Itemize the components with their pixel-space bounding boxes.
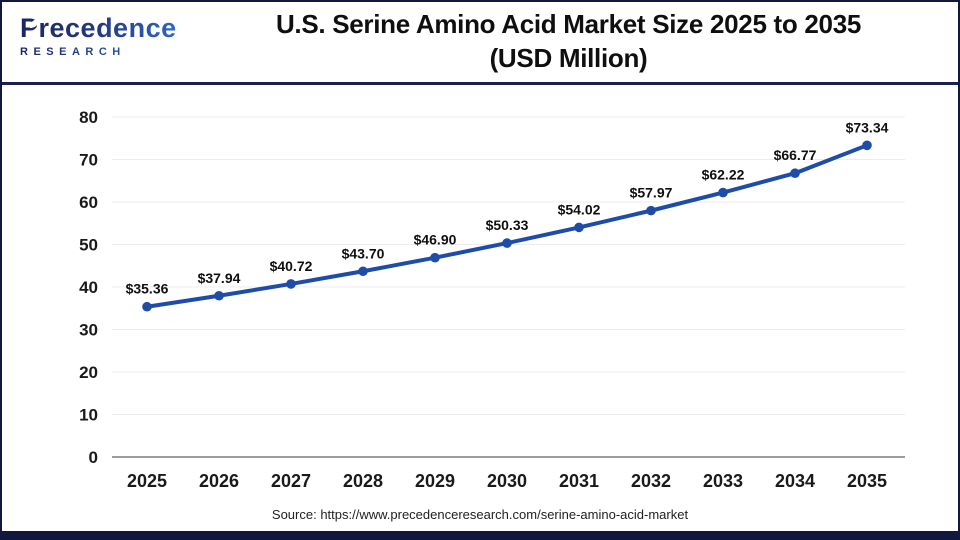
data-point <box>718 187 728 198</box>
data-label: $46.90 <box>414 232 457 248</box>
data-label: $50.33 <box>486 217 529 233</box>
data-label: $73.34 <box>846 119 889 135</box>
x-tick-label: 2034 <box>775 471 815 491</box>
page-title-line1: U.S. Serine Amino Acid Market Size 2025 … <box>275 9 862 39</box>
data-point <box>214 290 224 301</box>
brand-logo: Precedence RESEARCH <box>20 15 190 58</box>
data-point <box>430 252 440 263</box>
y-tick-label: 80 <box>79 108 98 127</box>
y-tick-label: 0 <box>89 448 98 467</box>
source-text: Source: https://www.precedenceresearch.c… <box>271 507 689 522</box>
brand-name: Precedence <box>20 15 190 42</box>
data-label: $37.94 <box>198 270 241 286</box>
y-tick-label: 10 <box>79 406 98 425</box>
page-title-line2: (USD Million) <box>489 43 648 73</box>
data-label: $66.77 <box>774 147 817 163</box>
x-tick-label: 2033 <box>703 471 743 491</box>
x-tick-label: 2032 <box>631 471 671 491</box>
y-tick-label: 50 <box>79 236 98 255</box>
data-label: $57.97 <box>630 185 673 201</box>
x-tick-label: 2027 <box>271 471 311 491</box>
x-tick-label: 2029 <box>415 471 455 491</box>
page-title: U.S. Serine Amino Acid Market Size 2025 … <box>197 7 940 75</box>
x-tick-label: 2026 <box>199 471 239 491</box>
data-label: $43.70 <box>342 245 385 261</box>
data-point <box>646 205 656 216</box>
brand-name-text: Precedence <box>20 13 177 43</box>
y-tick-label: 40 <box>79 278 98 297</box>
data-label: $40.72 <box>270 258 313 274</box>
data-point <box>790 168 800 179</box>
data-label: $54.02 <box>558 201 601 217</box>
y-tick-label: 60 <box>79 193 98 212</box>
data-label: $62.22 <box>702 167 745 183</box>
x-tick-label: 2028 <box>343 471 383 491</box>
data-point <box>286 279 296 289</box>
x-tick-label: 2030 <box>487 471 527 491</box>
data-label: $35.36 <box>126 281 169 297</box>
header-divider <box>2 82 958 85</box>
brand-subname: RESEARCH <box>20 46 190 58</box>
y-tick-label: 20 <box>79 363 98 382</box>
y-tick-label: 70 <box>79 151 98 170</box>
x-tick-label: 2031 <box>559 471 599 491</box>
x-tick-label: 2035 <box>847 471 887 491</box>
data-point <box>142 301 152 312</box>
data-point <box>862 140 872 151</box>
data-point <box>574 222 584 233</box>
y-tick-label: 30 <box>79 321 98 340</box>
x-tick-label: 2025 <box>127 471 167 491</box>
leaf-icon <box>29 18 40 29</box>
data-point <box>502 238 512 248</box>
data-point <box>358 266 368 277</box>
